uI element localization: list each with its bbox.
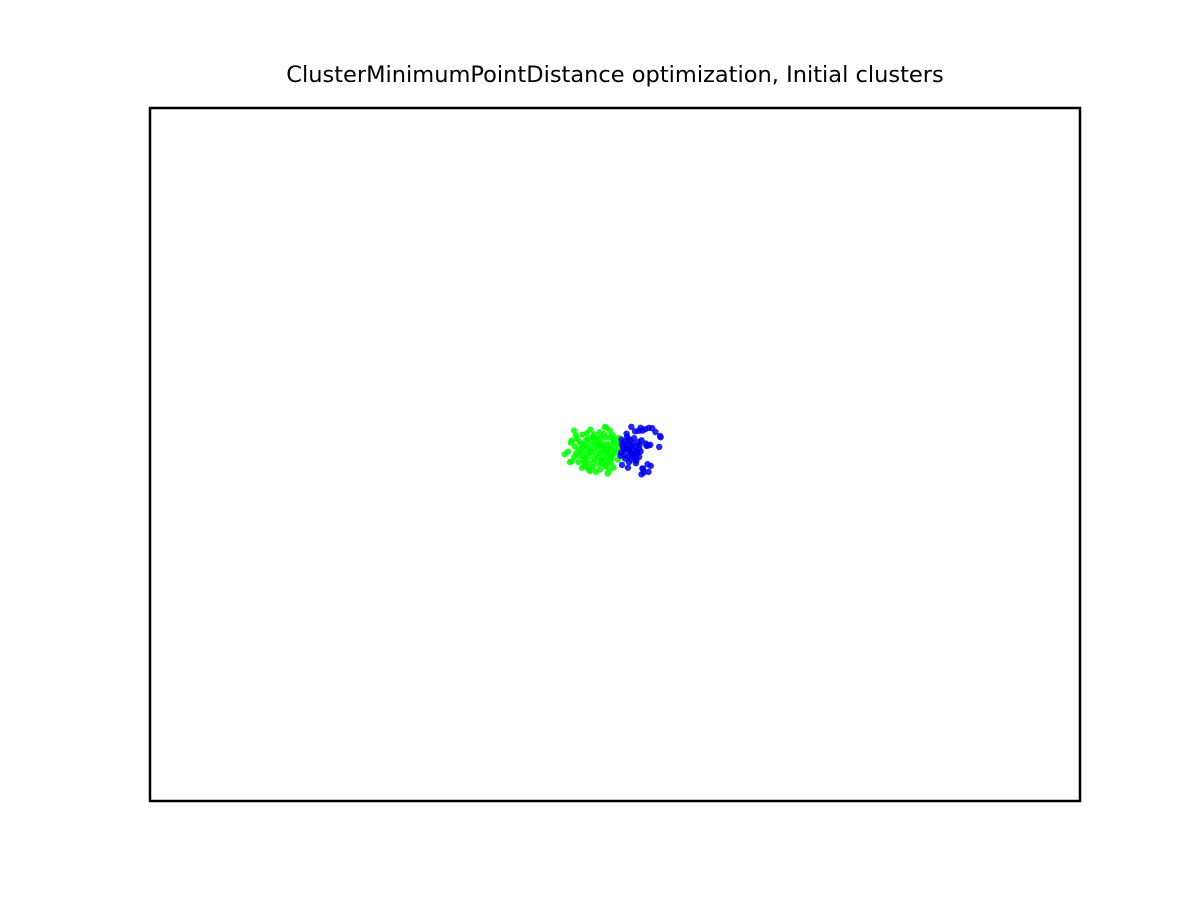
data-point-series-0-80 <box>592 468 600 475</box>
data-point-series-0-68 <box>604 470 611 477</box>
plot-points <box>561 423 664 478</box>
data-point-series-0-70 <box>566 458 574 466</box>
data-point-series-1-46 <box>638 471 645 478</box>
data-point-series-1-39 <box>618 461 626 469</box>
data-point-series-0-65 <box>602 463 609 470</box>
data-point-series-1-55 <box>617 452 624 460</box>
data-point-series-0-78 <box>561 451 568 458</box>
data-point-series-1-47 <box>639 465 646 472</box>
data-point-series-0-87 <box>597 456 605 464</box>
data-point-series-0-67 <box>586 467 594 475</box>
data-point-series-0-43 <box>613 449 620 456</box>
data-point-series-0-56 <box>590 458 597 465</box>
data-point-series-0-83 <box>596 429 603 436</box>
data-point-series-1-65 <box>625 445 633 452</box>
data-point-series-0-94 <box>568 437 575 444</box>
data-point-series-0-79 <box>581 462 588 470</box>
data-point-series-1-43 <box>647 462 654 470</box>
data-point-series-1-48 <box>623 430 630 437</box>
data-point-series-1-64 <box>636 441 643 448</box>
data-point-series-1-58 <box>622 455 629 462</box>
data-point-series-0-85 <box>576 438 583 446</box>
data-point-series-1-49 <box>631 428 639 435</box>
data-point-series-0-97 <box>584 435 592 443</box>
data-point-series-0-82 <box>572 432 580 439</box>
data-point-series-0-92 <box>582 456 589 463</box>
data-point-series-0-84 <box>606 427 614 434</box>
data-point-series-1-57 <box>633 457 640 464</box>
data-point-series-1-60 <box>643 442 650 449</box>
data-point-series-0-86 <box>586 447 594 454</box>
data-point-series-0-53 <box>575 458 582 466</box>
data-point-series-1-63 <box>630 451 637 458</box>
data-point-series-1-0 <box>628 423 635 430</box>
data-point-series-0-0 <box>570 427 578 434</box>
data-point-series-0-72 <box>590 431 598 438</box>
data-point-series-0-93 <box>605 457 612 464</box>
data-point-series-1-40 <box>624 464 632 471</box>
data-point-series-1-61 <box>618 440 626 448</box>
data-point-series-0-81 <box>610 464 617 471</box>
data-point-series-0-98 <box>608 452 615 460</box>
data-point-series-0-90 <box>590 436 597 443</box>
data-point-series-0-88 <box>610 438 618 445</box>
axes-frame <box>148 106 1082 803</box>
data-point-series-0-95 <box>595 438 602 446</box>
chart-title: ClusterMinimumPointDistance optimization… <box>286 62 943 88</box>
data-point-series-1-45 <box>645 468 652 475</box>
data-point-series-1-18 <box>656 443 663 451</box>
data-point-series-1-56 <box>629 440 637 447</box>
data-point-series-0-96 <box>603 448 611 455</box>
data-point-series-0-71 <box>583 429 591 437</box>
data-point-series-1-9 <box>657 434 664 441</box>
data-point-series-1-54 <box>625 435 632 443</box>
data-point-series-1-5 <box>652 428 659 436</box>
data-point-series-0-91 <box>600 443 607 451</box>
